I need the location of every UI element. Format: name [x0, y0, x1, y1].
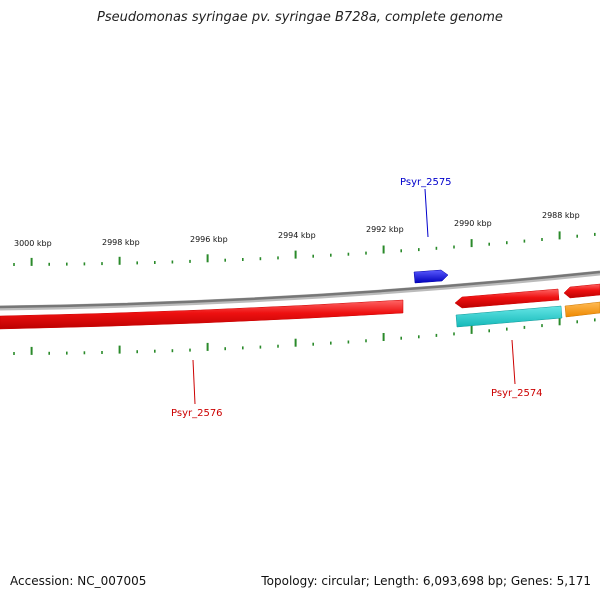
- tick-row-inner: [13, 317, 596, 355]
- tick-label-2990: 2990 kbp: [454, 219, 492, 228]
- gene-psyr-2575[interactable]: [413, 269, 449, 284]
- genome-summary-text: Topology: circular; Length: 6,093,698 bp…: [261, 574, 591, 588]
- gene-red-partial[interactable]: [563, 283, 600, 299]
- tick-label-2996: 2996 kbp: [190, 235, 228, 244]
- tick-label-2988: 2988 kbp: [542, 211, 580, 220]
- cds-psyr-2574[interactable]: [455, 305, 563, 328]
- cds-orange-partial[interactable]: [564, 301, 600, 318]
- accession-text: Accession: NC_007005: [10, 574, 147, 588]
- tick-label-3000: 3000 kbp: [14, 239, 52, 248]
- gene-label-psyr-2575[interactable]: Psyr_2575: [400, 177, 452, 188]
- tick-label-2994: 2994 kbp: [278, 231, 316, 240]
- gene-psyr-2574[interactable]: [454, 288, 560, 309]
- tick-label-2992: 2992 kbp: [366, 225, 404, 234]
- map-title: Pseudomonas syringae pv. syringae B728a,…: [97, 10, 503, 25]
- callout-line-psyr-2575: [424, 188, 429, 238]
- tick-row-outer: [13, 231, 596, 266]
- gene-label-psyr-2576[interactable]: Psyr_2576: [171, 408, 223, 419]
- gene-label-psyr-2574[interactable]: Psyr_2574: [491, 388, 543, 399]
- callout-line-psyr-2574: [511, 339, 516, 385]
- gene-psyr-2576[interactable]: [0, 299, 404, 330]
- callout-line-psyr-2576: [192, 359, 196, 405]
- tick-label-2998: 2998 kbp: [102, 238, 140, 247]
- genome-backbone: [0, 270, 600, 309]
